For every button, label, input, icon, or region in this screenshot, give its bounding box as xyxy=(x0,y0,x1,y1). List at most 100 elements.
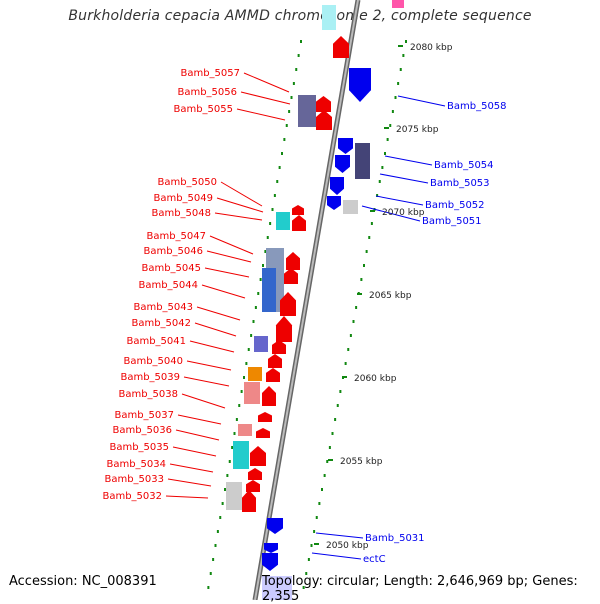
track-dot xyxy=(245,362,248,365)
gene-arrow-forward xyxy=(242,490,256,512)
gene-arrow-forward xyxy=(258,412,272,422)
backbone-highlight xyxy=(254,0,359,600)
gene-block-salmon xyxy=(244,382,260,404)
leader-line xyxy=(172,446,217,457)
track-dot xyxy=(235,418,238,421)
track-dot xyxy=(226,474,229,477)
leader-line xyxy=(194,322,237,337)
track-dot xyxy=(310,544,313,547)
track-dot xyxy=(386,138,389,141)
track-dot xyxy=(391,110,394,113)
gene-label-bamb-5057: Bamb_5057 xyxy=(180,68,240,79)
track-dot xyxy=(331,432,334,435)
kbp-tick-mark xyxy=(342,376,347,378)
track-dot xyxy=(295,68,298,71)
gene-arrow-reverse xyxy=(330,177,344,195)
gene-label-bamb-5052: Bamb_5052 xyxy=(425,200,485,211)
gene-arrow-forward xyxy=(268,354,282,368)
gene-label-bamb-5049: Bamb_5049 xyxy=(153,193,213,204)
leader-line xyxy=(177,414,222,425)
leader-line xyxy=(379,173,429,184)
gene-arrow-reverse xyxy=(267,518,283,534)
track-dot xyxy=(376,194,379,197)
track-dot xyxy=(212,558,215,561)
track-dot xyxy=(394,96,397,99)
gene-arrow-forward xyxy=(333,36,349,58)
leader-line xyxy=(169,463,214,473)
gene-arrow-forward xyxy=(262,386,276,406)
leader-line xyxy=(384,155,433,166)
gene-arrow-reverse xyxy=(349,68,371,102)
leader-line xyxy=(236,108,286,121)
kbp-tick-label: 2065 kbp xyxy=(369,291,412,301)
gene-arrow-forward xyxy=(292,205,304,215)
gene-arrow-forward xyxy=(256,428,270,438)
track-dot xyxy=(399,68,402,71)
track-dot xyxy=(214,544,217,547)
gene-label-bamb-5041: Bamb_5041 xyxy=(126,336,186,347)
track-dot xyxy=(233,432,236,435)
track-dot xyxy=(224,488,226,491)
kbp-tick-label: 2070 kbp xyxy=(382,208,425,218)
track-dot xyxy=(209,572,212,575)
kbp-tick-mark xyxy=(328,459,333,461)
gene-arrow-forward xyxy=(280,292,296,316)
gene-block-purple xyxy=(254,336,268,352)
track-dot xyxy=(269,222,272,225)
track-dot xyxy=(305,572,308,575)
leader-line xyxy=(196,306,241,321)
gene-label-bamb-5054: Bamb_5054 xyxy=(434,160,494,171)
track-dot xyxy=(349,334,352,337)
track-dot xyxy=(221,502,224,505)
gene-arrow-reverse xyxy=(327,196,341,210)
gene-label-bamb-5037: Bamb_5037 xyxy=(114,410,174,421)
track-dot xyxy=(285,124,288,127)
track-dot xyxy=(271,208,274,211)
track-dot xyxy=(378,180,381,183)
track-dot xyxy=(216,530,219,533)
track-dot xyxy=(257,292,260,295)
gene-arrow-forward xyxy=(286,252,300,270)
track-dot xyxy=(321,488,323,491)
leader-line xyxy=(181,393,226,409)
gene-label-bamb-5047: Bamb_5047 xyxy=(146,231,206,242)
track-dot xyxy=(247,348,250,351)
track-dot xyxy=(339,390,342,393)
kbp-tick-label: 2050 kbp xyxy=(326,541,369,551)
track-dot xyxy=(307,558,310,561)
leader-line xyxy=(183,376,230,387)
gene-label-bamb-5035: Bamb_5035 xyxy=(109,442,169,453)
leader-line xyxy=(214,212,263,221)
leader-line xyxy=(167,478,212,487)
track-dot xyxy=(297,54,300,57)
track-dot xyxy=(254,306,257,309)
track-dot xyxy=(252,320,255,323)
track-dot xyxy=(381,166,384,169)
track-dot xyxy=(313,530,316,533)
track-dot xyxy=(363,264,365,267)
leader-line xyxy=(375,195,424,206)
track-dot xyxy=(283,138,286,141)
kbp-tick-mark xyxy=(314,543,319,545)
gene-arrow-reverse xyxy=(264,543,278,553)
leader-line xyxy=(361,205,421,222)
track-dot xyxy=(228,460,231,463)
track-dot xyxy=(262,264,264,267)
gene-label-bamb-5048: Bamb_5048 xyxy=(151,208,211,219)
track-dot xyxy=(266,236,269,239)
gene-label-bamb-5038: Bamb_5038 xyxy=(118,389,178,400)
gene-block-blue xyxy=(262,268,276,312)
leader-line xyxy=(189,340,235,353)
gene-arrow-forward xyxy=(272,340,286,354)
gene-block-grey xyxy=(343,200,358,214)
kbp-tick-mark xyxy=(384,127,389,129)
track-dot xyxy=(397,82,400,85)
gene-label-ectc: ectC xyxy=(363,554,386,565)
track-dot xyxy=(207,586,210,589)
gene-arrow-reverse xyxy=(335,155,350,173)
track-dot xyxy=(328,446,331,449)
gene-arrow-forward xyxy=(316,110,332,130)
leader-line xyxy=(240,91,291,105)
kbp-tick-mark xyxy=(370,210,375,212)
